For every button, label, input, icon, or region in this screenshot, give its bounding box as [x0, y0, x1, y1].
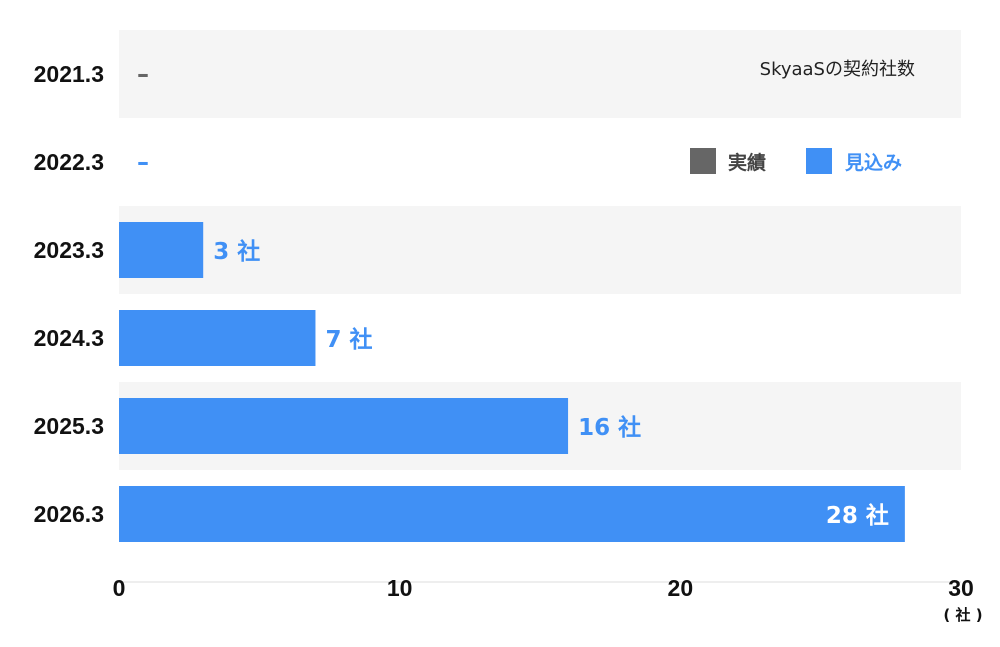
chart-title: SkyaaSの契約社数 — [760, 59, 915, 80]
data-label: 16 社 — [578, 414, 641, 441]
category-label: 2023.3 — [34, 237, 104, 263]
x-axis-unit: ( 社 ) — [943, 606, 982, 624]
category-label: 2025.3 — [34, 413, 104, 439]
data-label: 3 社 — [213, 238, 260, 265]
row-band — [119, 118, 961, 206]
category-label: 2024.3 — [34, 325, 104, 351]
legend-label-forecast: 見込み — [845, 152, 902, 174]
legend-swatch-actual — [690, 148, 716, 174]
x-tick-label: 30 — [948, 575, 974, 601]
bar — [119, 486, 905, 542]
category-label: 2021.3 — [34, 61, 104, 87]
data-label: – — [137, 60, 149, 88]
legend-label-actual: 実績 — [728, 151, 766, 174]
legend-swatch-forecast — [806, 148, 832, 174]
category-label: 2026.3 — [34, 501, 104, 527]
x-tick-label: 20 — [668, 575, 694, 601]
bar — [119, 222, 204, 278]
category-labels: 2021.3 2022.3 2023.3 2024.3 2025.3 2026.3 — [34, 61, 104, 527]
data-label: 7 社 — [325, 326, 372, 353]
row-band — [119, 206, 961, 294]
bar — [119, 310, 316, 366]
bar — [119, 398, 569, 454]
row-bands — [119, 30, 961, 558]
x-tick-labels: 0 10 20 30 — [113, 575, 974, 601]
data-label: 28 社 — [826, 502, 889, 529]
data-labels: – – 3 社 7 社 16 社 28 社 — [137, 60, 889, 529]
data-label: – — [137, 148, 149, 176]
x-tick-label: 10 — [387, 575, 413, 601]
row-band — [119, 30, 961, 118]
category-label: 2022.3 — [34, 149, 104, 175]
bars — [119, 222, 905, 542]
x-tick-label: 0 — [113, 575, 126, 601]
legend: 実績 見込み — [690, 148, 902, 174]
